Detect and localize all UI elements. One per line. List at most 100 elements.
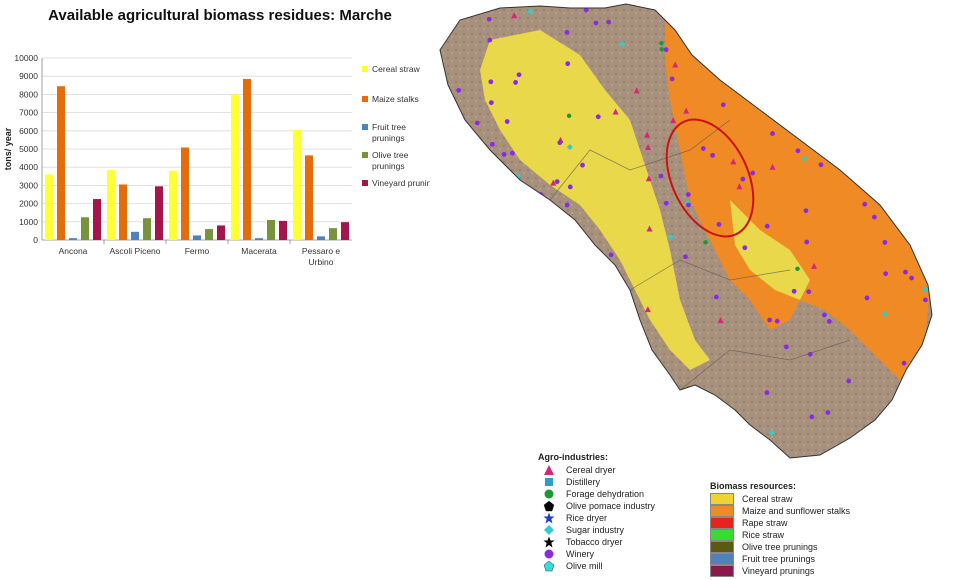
cereal-dryer-marker xyxy=(646,225,653,232)
winery-marker xyxy=(879,53,885,59)
cereal-dryer-marker xyxy=(727,64,734,71)
biomass-legend-label: Rice straw xyxy=(742,530,785,540)
winery-marker xyxy=(666,391,672,397)
cereal-dryer-marker xyxy=(672,61,679,68)
winery-marker xyxy=(846,378,852,384)
winery-marker xyxy=(760,67,766,73)
x-tick-label: Pessaro e Urbino xyxy=(302,246,341,267)
winery-marker xyxy=(487,37,493,43)
biomass-legend-label: Vineyard prunings xyxy=(742,566,815,576)
winery-marker xyxy=(490,162,496,168)
winery-marker xyxy=(647,401,653,406)
cereal-dryer-marker xyxy=(686,405,693,412)
winery-marker xyxy=(830,157,835,163)
winery-marker xyxy=(564,30,570,35)
biomass-swatch xyxy=(710,529,734,541)
winery-marker xyxy=(557,140,563,146)
winery-marker xyxy=(474,120,480,126)
bar-vineyard-prunings xyxy=(155,186,163,240)
legend-swatch xyxy=(362,124,368,130)
winery-marker xyxy=(770,131,775,136)
winery-marker xyxy=(560,303,566,309)
winery-marker xyxy=(637,377,643,383)
winery-marker xyxy=(912,400,918,406)
winery-marker xyxy=(903,8,909,14)
sugar-industry-marker xyxy=(801,155,808,162)
winery-marker xyxy=(583,7,589,13)
winery-marker xyxy=(459,150,464,155)
bar-vineyard-prunings xyxy=(217,225,225,240)
winery-marker xyxy=(491,204,497,210)
winery-marker xyxy=(669,76,675,82)
biomass-legend-label: Fruit tree prunings xyxy=(742,554,816,564)
winery-marker xyxy=(923,297,928,303)
region-map xyxy=(439,3,933,459)
forage-dehydration-marker xyxy=(659,40,664,46)
biomass-legend-label: Rape straw xyxy=(742,518,788,528)
winery-marker xyxy=(658,173,664,179)
agro-legend-heading: Agro-industries: xyxy=(538,452,609,462)
bar-olive-tree-prunings xyxy=(143,218,151,240)
legend-label: Cereal straw xyxy=(372,64,421,74)
biomass-legend-item: Fruit tree prunings xyxy=(710,553,850,565)
winery-marker xyxy=(882,239,888,245)
winery-marker xyxy=(903,269,908,275)
legend-swatch xyxy=(362,96,368,102)
pentagon-icon xyxy=(538,500,560,512)
winery-marker xyxy=(461,243,467,249)
cereal-dryer-marker xyxy=(613,436,620,443)
bar-vineyard-prunings xyxy=(279,220,287,240)
biomass-swatch xyxy=(710,493,734,505)
winery-marker xyxy=(450,165,456,171)
x-tick-label: Macerata xyxy=(241,246,277,256)
cereal-dryer-marker xyxy=(448,437,455,444)
winery-marker xyxy=(877,123,883,129)
diamond-icon xyxy=(538,524,560,536)
cereal-dryer-marker xyxy=(769,163,776,170)
y-tick-label: 8000 xyxy=(19,89,38,99)
winery-marker xyxy=(686,202,691,208)
agro-legend-item: Olive pomace industry xyxy=(538,500,655,512)
forage-dehydration-marker xyxy=(598,372,604,377)
forage-dehydration-marker xyxy=(801,125,807,130)
forage-dehydration-marker xyxy=(471,421,477,426)
biomass-swatch xyxy=(710,517,734,529)
winery-marker xyxy=(488,79,494,85)
winery-marker xyxy=(772,81,778,87)
biomass-legend-label: Maize and sunflower stalks xyxy=(742,506,851,516)
y-tick-label: 6000 xyxy=(19,126,38,136)
winery-marker xyxy=(806,289,812,295)
winery-marker xyxy=(809,414,815,420)
forage-dehydration-marker xyxy=(659,47,664,52)
bar-olive-tree-prunings xyxy=(267,219,275,240)
cereal-dryer-marker xyxy=(811,262,818,269)
bar-vineyard-prunings xyxy=(341,222,349,240)
winery-marker xyxy=(811,36,816,42)
winery-marker xyxy=(846,86,851,91)
winery-marker xyxy=(763,41,768,47)
winery-marker xyxy=(489,141,495,147)
winery-marker xyxy=(803,208,809,214)
bar-fruit-tree-prunings xyxy=(255,238,263,240)
winery-marker xyxy=(501,151,507,157)
agro-legend-label: Winery xyxy=(566,549,595,559)
cereal-dryer-marker xyxy=(550,179,557,186)
triangle-icon xyxy=(538,464,560,476)
winery-marker xyxy=(663,47,669,53)
winery-marker xyxy=(486,16,492,22)
star-icon xyxy=(538,512,560,524)
winery-marker xyxy=(871,214,877,220)
winery-marker xyxy=(684,30,690,36)
winery-marker xyxy=(716,221,722,227)
biomass-legend-label: Olive tree prunings xyxy=(742,542,818,552)
winery-marker xyxy=(682,254,688,260)
winery-marker xyxy=(531,304,537,309)
x-tick-label: Ascoli Piceno xyxy=(109,246,160,256)
bar-olive-tree-prunings xyxy=(81,217,89,240)
sugar-industry-marker xyxy=(566,144,573,151)
winery-marker xyxy=(818,162,824,168)
y-tick-label: 4000 xyxy=(19,162,38,172)
bar-cereal-straw xyxy=(231,94,239,241)
cereal-dryer-marker xyxy=(645,143,652,150)
x-tick-label: Fermo xyxy=(185,246,210,256)
